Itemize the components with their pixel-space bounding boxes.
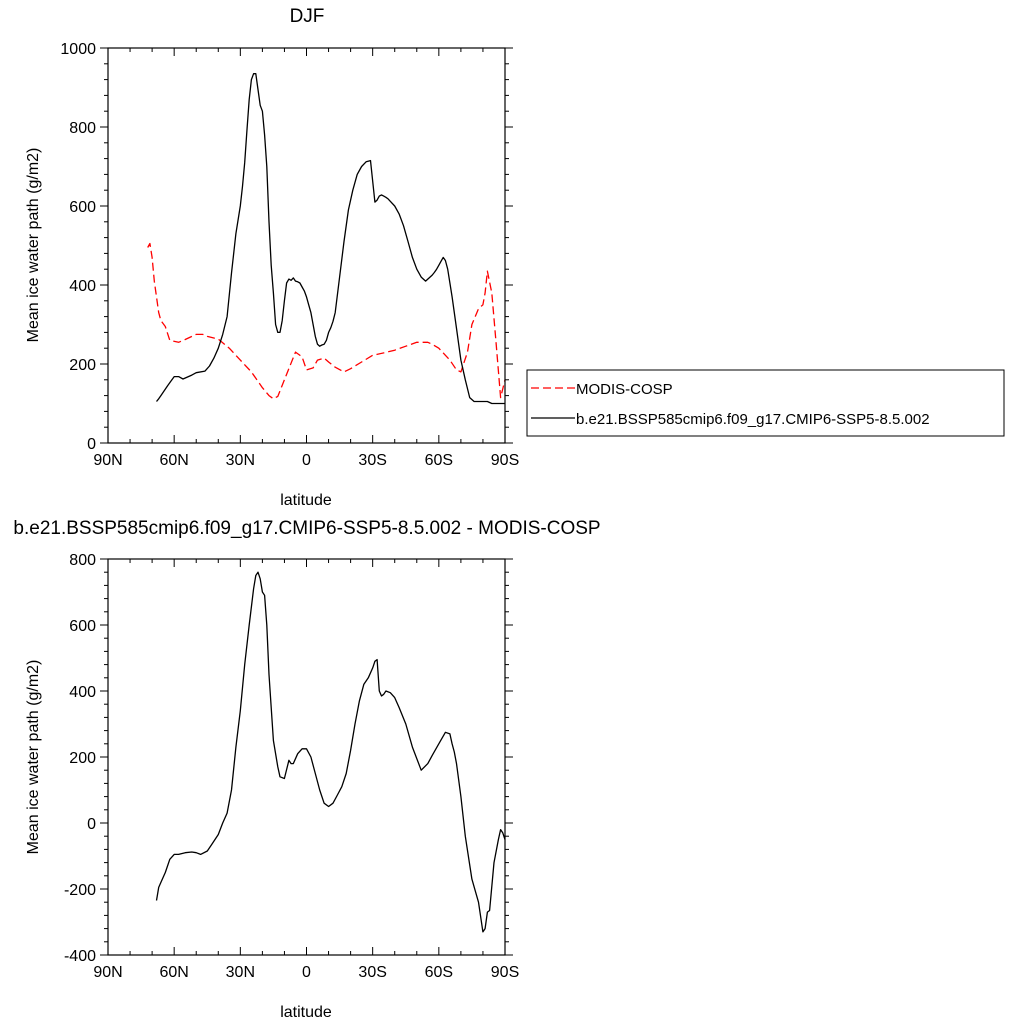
legend-box	[526, 369, 1005, 437]
bottom-x-tick-label: 0	[302, 964, 311, 981]
top-axis-ticks: 90N 60N 30N 0 30S 60S 90S 0 200 400 600 800 1000	[60, 41, 519, 469]
top-x-tick-label: 30S	[358, 452, 386, 469]
top-x-tick-label: 0	[302, 452, 311, 469]
top-x-tick-label: 90S	[491, 452, 519, 469]
top-series-line-0	[147, 242, 506, 400]
top-chart-title: DJF	[290, 6, 325, 27]
bottom-x-tick-label: 60S	[425, 964, 453, 981]
bottom-series-line-0	[155, 571, 506, 933]
legend: MODIS-COSP b.e21.BSSP585cmip6.f09_g17.CM…	[526, 369, 1005, 437]
bottom-y-tick-label: 200	[69, 750, 96, 767]
bottom-y-tick-label: -200	[64, 882, 96, 899]
top-series-line-1	[155, 73, 505, 405]
top-plot-frame	[107, 47, 506, 444]
legend-label-model: b.e21.BSSP585cmip6.f09_g17.CMIP6-SSP5-8.…	[576, 411, 930, 428]
top-x-tick-label: 30N	[226, 452, 255, 469]
top-y-tick-label: 400	[69, 278, 96, 295]
bottom-chart-title: b.e21.BSSP585cmip6.f09_g17.CMIP6-SSP5-8.…	[13, 518, 600, 539]
top-x-tick-label: 60N	[159, 452, 188, 469]
top-panel: DJF 90N 60N 30N 0 30S 60S 90S 0 200 400 600 800 1000…	[25, 6, 519, 509]
bottom-x-tick-label: 30N	[226, 964, 255, 981]
top-series-layer	[147, 73, 506, 405]
top-y-tick-label: 200	[69, 357, 96, 374]
top-x-tick-label: 90N	[93, 452, 122, 469]
bottom-x-tick-label: 30S	[358, 964, 386, 981]
top-x-tick-label: 60S	[425, 452, 453, 469]
top-y-tick-label: 600	[69, 199, 96, 216]
bottom-x-axis-label: latitude	[280, 1004, 332, 1021]
bottom-y-tick-label: 600	[69, 618, 96, 635]
bottom-y-tick-label: 800	[69, 552, 96, 569]
top-y-axis-label: Mean ice water path (g/m2)	[25, 148, 42, 343]
bottom-x-tick-label: 90S	[491, 964, 519, 981]
top-y-tick-label: 800	[69, 120, 96, 137]
bottom-y-axis-label: Mean ice water path (g/m2)	[25, 660, 42, 855]
bottom-y-tick-label: 400	[69, 684, 96, 701]
legend-label-modis: MODIS-COSP	[576, 381, 673, 398]
top-y-tick-label: 0	[87, 436, 96, 453]
bottom-panel: b.e21.BSSP585cmip6.f09_g17.CMIP6-SSP5-8.…	[13, 518, 600, 1021]
bottom-plot-frame	[107, 558, 506, 956]
bottom-y-tick-label: 0	[87, 816, 96, 833]
top-x-axis-label: latitude	[280, 492, 332, 509]
bottom-x-tick-label: 60N	[159, 964, 188, 981]
bottom-x-tick-label: 90N	[93, 964, 122, 981]
top-y-tick-label: 1000	[60, 41, 96, 58]
bottom-axis-ticks: 90N 60N 30N 0 30S 60S 90S -400 -200 0 200 400 600 800	[64, 552, 519, 981]
bottom-series-layer	[155, 571, 506, 933]
bottom-y-tick-label: -400	[64, 948, 96, 965]
